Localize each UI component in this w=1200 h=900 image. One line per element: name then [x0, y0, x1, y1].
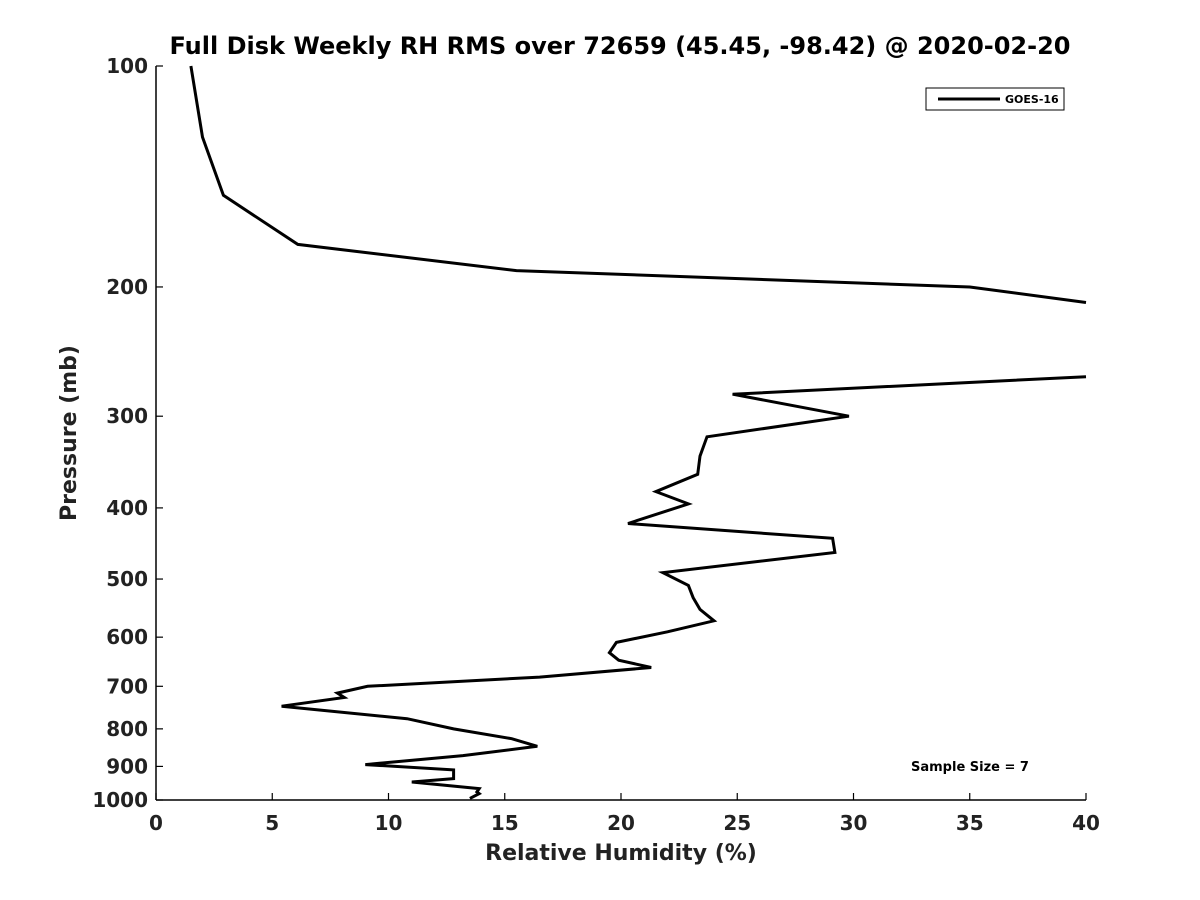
x-tick-label: 30 [840, 811, 868, 835]
y-tick-label: 900 [106, 754, 148, 778]
y-tick-label: 300 [106, 404, 148, 428]
series-line-goes-16-segment-1 [189, 65, 1087, 304]
series-group [189, 65, 1087, 800]
y-tick-label: 500 [106, 567, 148, 591]
legend: GOES-16 [925, 87, 1065, 111]
y-tick-label: 1000 [92, 788, 148, 812]
x-tick-label: 40 [1072, 811, 1100, 835]
chart-title: Full Disk Weekly RH RMS over 72659 (45.4… [169, 32, 1070, 60]
sample-size-annotation: Sample Size = 7 [911, 760, 1029, 775]
x-tick-label: 25 [723, 811, 751, 835]
x-tick-label: 15 [491, 811, 519, 835]
y-axis-label: Pressure (mb) [57, 345, 82, 521]
y-tick-label: 200 [106, 275, 148, 299]
x-tick-label: 20 [607, 811, 635, 835]
x-tick-label: 0 [149, 811, 163, 835]
x-tick-label: 10 [375, 811, 403, 835]
legend-entry: GOES-16 [1005, 93, 1059, 106]
y-tick-label: 700 [106, 674, 148, 698]
y-tick-label: 800 [106, 717, 148, 741]
x-ticks: 0 5 10 15 20 25 30 35 40 [149, 793, 1100, 835]
x-axis-label: Relative Humidity (%) [485, 841, 757, 866]
y-tick-label: 600 [106, 625, 148, 649]
y-ticks: 100 200 300 400 500 600 700 800 900 1000 [92, 54, 163, 812]
x-tick-label: 5 [265, 811, 279, 835]
x-tick-label: 35 [956, 811, 984, 835]
series-line-goes-16-segment-2 [281, 375, 1087, 800]
plot-area [155, 66, 1086, 801]
y-tick-label: 100 [106, 54, 148, 78]
y-tick-label: 400 [106, 496, 148, 520]
